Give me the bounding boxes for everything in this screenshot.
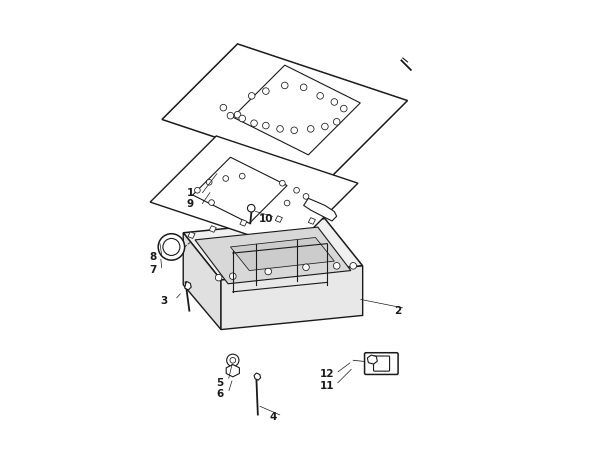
Circle shape (239, 173, 245, 179)
Circle shape (282, 82, 288, 89)
Polygon shape (183, 218, 363, 280)
Circle shape (334, 118, 340, 125)
Circle shape (158, 234, 185, 260)
Polygon shape (193, 157, 287, 223)
Polygon shape (275, 216, 282, 222)
Circle shape (307, 125, 314, 132)
Circle shape (248, 93, 255, 99)
Circle shape (300, 84, 307, 91)
Circle shape (215, 275, 222, 281)
Circle shape (230, 273, 236, 279)
Circle shape (317, 93, 324, 99)
Polygon shape (226, 364, 239, 377)
Text: 9: 9 (187, 200, 194, 209)
Polygon shape (240, 219, 247, 226)
Polygon shape (367, 355, 378, 364)
Circle shape (163, 238, 180, 256)
Circle shape (209, 200, 214, 205)
Polygon shape (188, 232, 195, 238)
Polygon shape (254, 373, 261, 380)
Circle shape (331, 99, 338, 105)
Circle shape (285, 200, 290, 206)
Circle shape (277, 125, 283, 132)
Circle shape (263, 88, 269, 95)
FancyBboxPatch shape (373, 356, 390, 371)
Circle shape (206, 180, 212, 185)
Circle shape (350, 263, 357, 269)
Text: 5: 5 (217, 378, 223, 388)
Polygon shape (231, 238, 334, 271)
Polygon shape (183, 233, 221, 330)
Polygon shape (209, 226, 216, 232)
Circle shape (220, 104, 226, 111)
Text: 11: 11 (320, 381, 335, 391)
Circle shape (230, 358, 236, 363)
Polygon shape (233, 65, 360, 155)
Circle shape (334, 263, 340, 269)
Circle shape (226, 354, 239, 366)
Text: 10: 10 (259, 214, 273, 224)
Polygon shape (304, 198, 337, 221)
Polygon shape (162, 44, 408, 176)
Circle shape (265, 268, 272, 275)
Polygon shape (221, 266, 363, 330)
Circle shape (251, 120, 258, 126)
Polygon shape (150, 136, 358, 249)
Polygon shape (308, 218, 315, 224)
Circle shape (195, 188, 200, 193)
Circle shape (247, 204, 255, 212)
Circle shape (280, 180, 285, 186)
Text: 2: 2 (395, 306, 401, 316)
Polygon shape (185, 281, 191, 290)
Text: 7: 7 (149, 265, 156, 275)
Text: 12: 12 (320, 370, 335, 380)
Circle shape (303, 264, 309, 271)
FancyBboxPatch shape (365, 353, 398, 374)
Text: 6: 6 (217, 390, 223, 399)
Circle shape (303, 194, 309, 199)
Circle shape (223, 176, 228, 181)
Circle shape (239, 115, 245, 122)
Text: 3: 3 (161, 296, 168, 306)
Text: 1: 1 (187, 188, 194, 198)
Text: 8: 8 (149, 252, 156, 262)
Circle shape (291, 127, 297, 133)
Polygon shape (195, 227, 351, 284)
Text: 4: 4 (269, 412, 277, 422)
Circle shape (234, 112, 241, 118)
Circle shape (227, 113, 234, 119)
Circle shape (321, 123, 328, 130)
Circle shape (263, 122, 269, 129)
Circle shape (294, 188, 299, 193)
Circle shape (340, 105, 347, 112)
